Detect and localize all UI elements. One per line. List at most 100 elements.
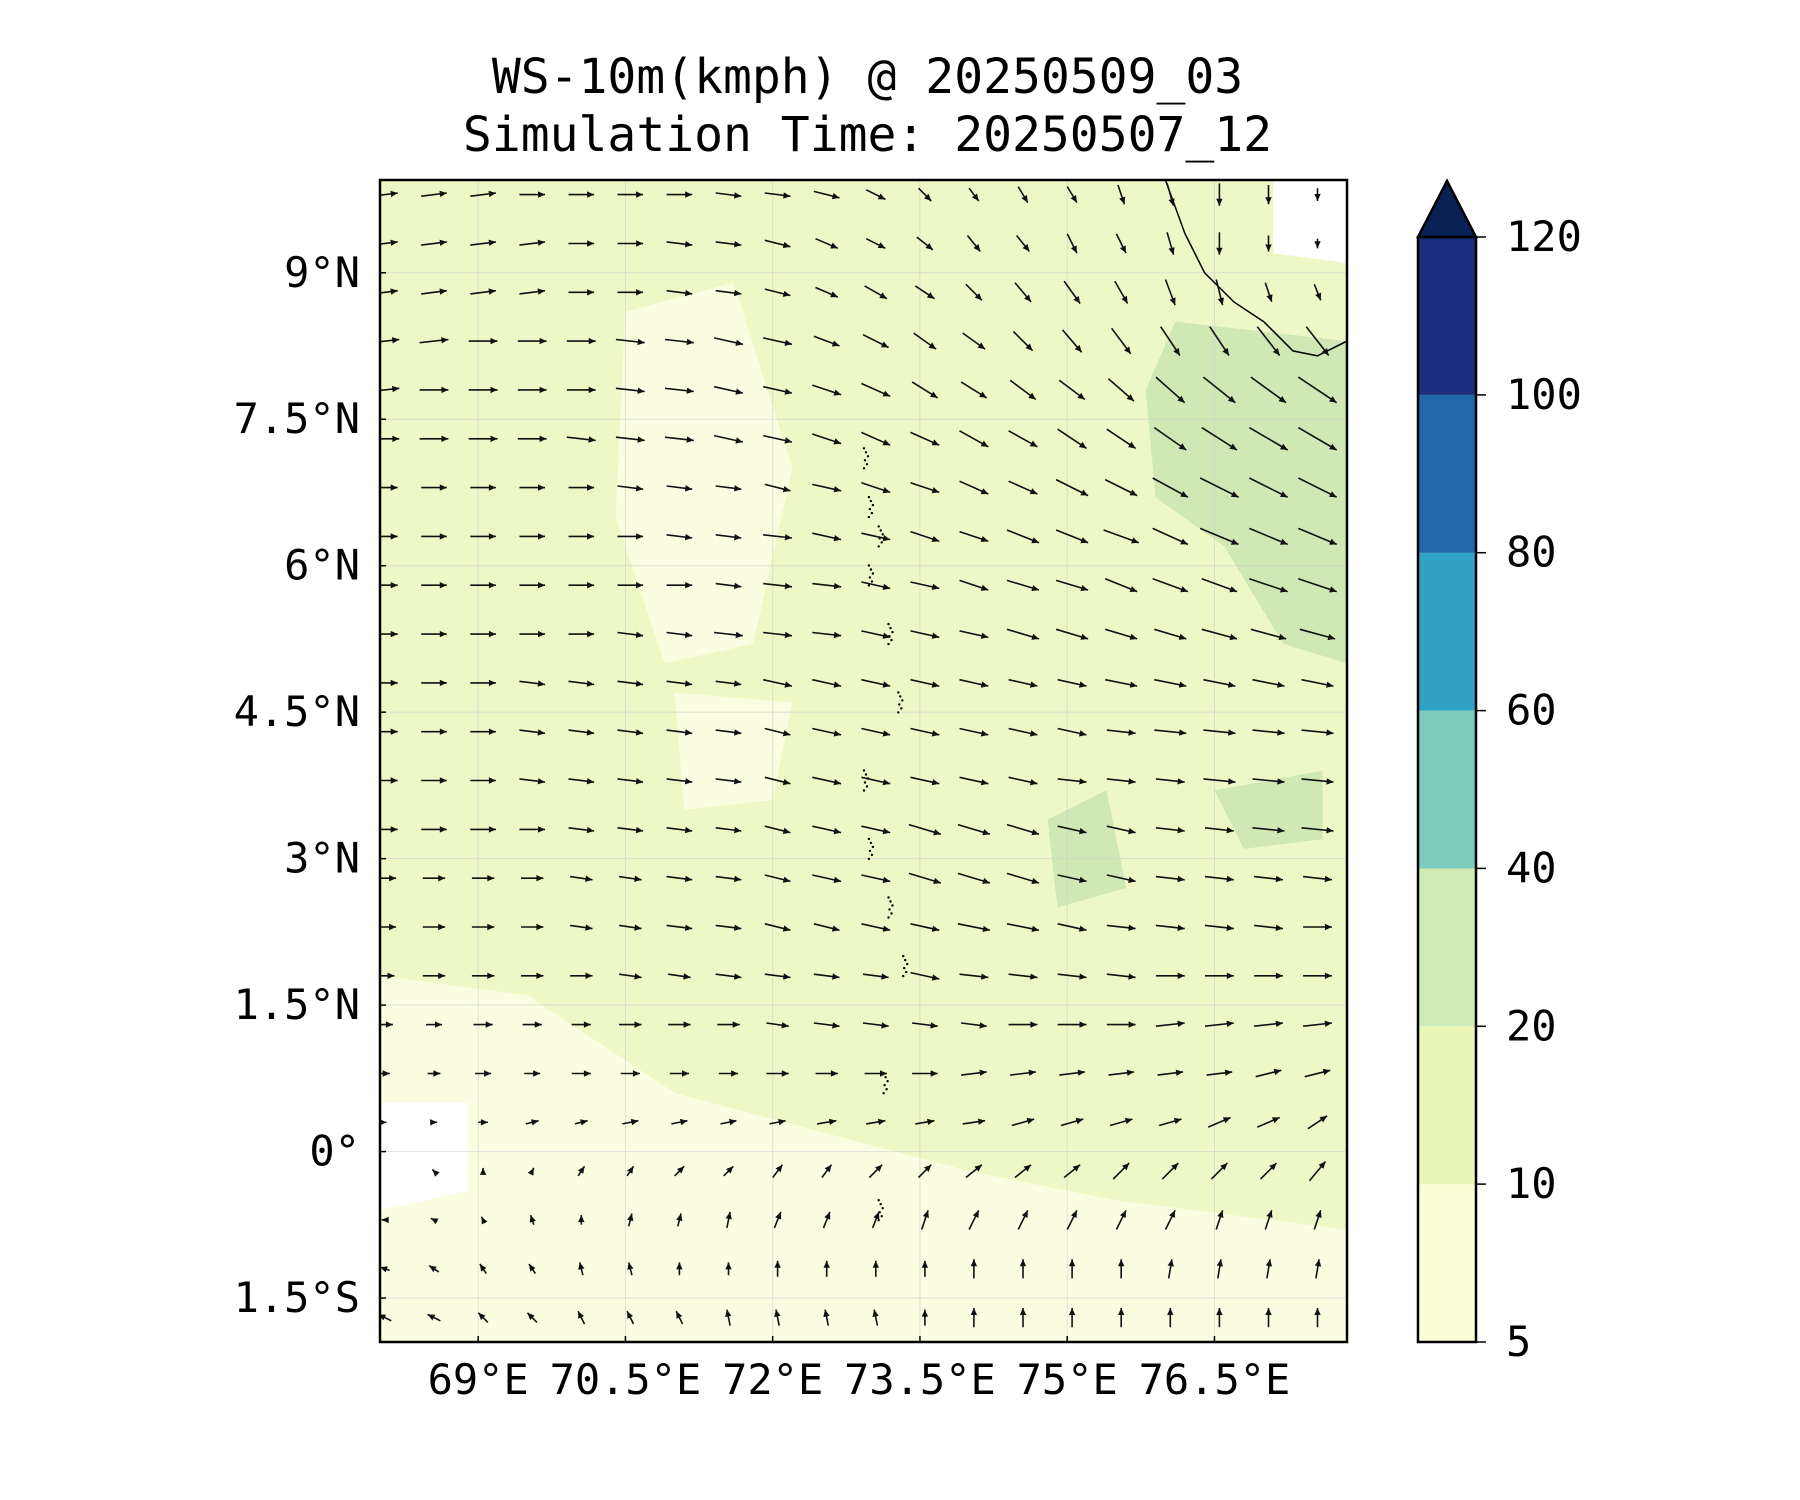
wind-arrow-head (872, 1309, 879, 1318)
wind-arrow-head (782, 925, 791, 932)
wind-arrow (419, 337, 449, 344)
wind-arrow-head (1019, 1259, 1027, 1267)
wind-arrow (1066, 186, 1078, 204)
wind-arrow-head (533, 1070, 541, 1077)
island-dot-5-0 (897, 691, 900, 694)
wind-arrow (427, 1313, 441, 1322)
wind-arrow (1014, 282, 1032, 303)
wind-arrow (1059, 1069, 1085, 1076)
wind-arrow-head (1280, 443, 1288, 450)
wind-arrow-head (586, 826, 595, 834)
wind-arrow-head (833, 876, 842, 883)
wind-arrow (821, 1164, 833, 1178)
wind-arrow (380, 435, 400, 442)
wind-arrow (675, 1310, 684, 1325)
gridlines (380, 180, 1347, 1342)
wind-arrow (714, 631, 743, 639)
wind-arrow (823, 1260, 830, 1277)
island-dot-3-3 (868, 576, 872, 579)
wind-arrow (1055, 478, 1089, 497)
wind-arrow (715, 534, 742, 541)
wind-arrow-head (1216, 247, 1223, 255)
wind-arrow-head (882, 632, 891, 639)
island-dot-5-1 (899, 695, 902, 698)
wind-arrow (421, 239, 447, 246)
wind-arrow (871, 1211, 880, 1229)
wind-arrow-head (1277, 729, 1285, 736)
wind-arrow (1167, 1259, 1174, 1279)
wind-arrow (470, 239, 496, 246)
wind-arrow (1209, 326, 1230, 356)
wind-arrow (525, 1119, 539, 1126)
lat-tick-label: 1.5°S (234, 1273, 360, 1322)
wind-arrow-head (774, 1260, 781, 1268)
wind-arrow-head (1080, 585, 1089, 592)
wind-arrow-head (580, 1119, 588, 1126)
wind-arrow-head (488, 239, 496, 246)
wind-arrow (866, 1118, 886, 1125)
wind-arrow (1313, 1210, 1322, 1230)
wind-arrow (1254, 972, 1283, 979)
wind-arrow-head (782, 730, 791, 737)
wind-arrow-head (427, 1314, 436, 1321)
island-dot-6-1 (864, 773, 868, 776)
wind-arrow-head (873, 1211, 880, 1220)
wind-arrow (521, 972, 544, 979)
wind-arrow (1106, 428, 1137, 450)
calm-patch-center (674, 692, 793, 810)
wind-arrow (718, 1070, 739, 1077)
wind-arrow-head (824, 1211, 831, 1220)
breezy-patch-east (1214, 770, 1323, 849)
wind-arrow (861, 923, 891, 932)
wind-arrow (959, 727, 989, 737)
wind-arrow (766, 1022, 789, 1029)
wind-arrow-head (488, 484, 496, 491)
wind-arrow (1008, 973, 1038, 980)
wind-arrow-head (587, 191, 595, 198)
wind-arrow-head (1124, 346, 1131, 354)
wind-arrow (568, 778, 595, 785)
wind-arrow-head (636, 289, 644, 296)
wind-arrow-head (684, 778, 693, 785)
wind-arrow (1115, 1209, 1127, 1230)
wind-arrow-head (1227, 395, 1236, 403)
wind-arrow-head (1120, 1210, 1126, 1218)
wind-arrow-head (783, 192, 791, 199)
wind-arrow (470, 190, 496, 198)
wind-arrow-head (479, 1264, 487, 1272)
wind-arrow-head (1216, 1259, 1223, 1267)
wind-arrow (970, 1259, 978, 1279)
wind-arrow (861, 482, 891, 494)
wind-arrow-head (833, 438, 842, 445)
lon-tick-label: 70.5°E (550, 1355, 702, 1404)
island-dot-1-3 (868, 507, 872, 511)
wind-arrow (1110, 327, 1132, 355)
wind-arrow-head (1275, 924, 1283, 931)
wind-arrow-head (1329, 538, 1337, 545)
wind-arrow-head (487, 875, 495, 882)
wind-arrow (815, 1070, 838, 1077)
wind-arrow (569, 924, 593, 931)
wind-arrow (717, 1021, 740, 1028)
island-dot-1-4 (870, 511, 874, 515)
wind-arrow (529, 1214, 536, 1225)
wind-arrow (519, 778, 546, 785)
colorbar-tick-label: 80 (1506, 528, 1557, 577)
wind-arrow (666, 534, 693, 541)
wind-arrow-head (921, 1309, 929, 1317)
island-dot-1-5 (867, 515, 871, 519)
wind-arrow-head (1030, 973, 1038, 980)
wind-arrow (959, 480, 989, 495)
wind-arrow-head (1315, 1210, 1322, 1218)
wind-arrow (381, 1216, 389, 1224)
wind-arrow (517, 386, 547, 394)
wind-arrow-head (429, 1265, 437, 1273)
wind-arrow (917, 1164, 932, 1179)
island-dot-3-4 (870, 580, 874, 583)
wind-arrow (577, 1165, 586, 1177)
wind-arrow (1203, 778, 1236, 785)
island-dot-11-1 (879, 1203, 882, 1206)
island-dot-9-2 (906, 962, 909, 966)
wind-arrow-head (784, 437, 792, 444)
